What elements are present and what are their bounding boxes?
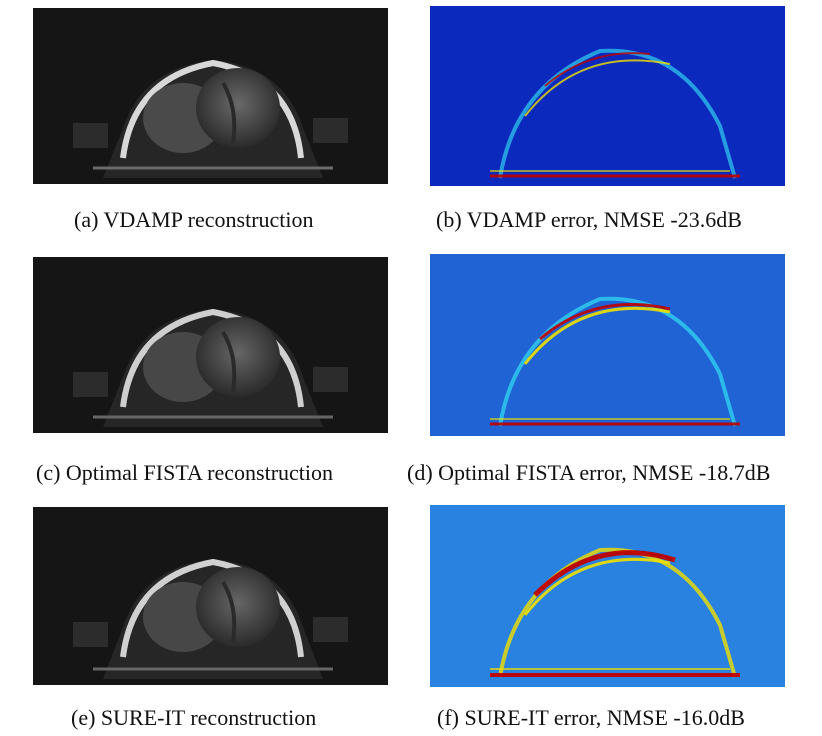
caption-c: (c) Optimal FISTA reconstruction (36, 460, 334, 485)
cardiac-mri-image (33, 8, 388, 184)
error-heatmap (430, 6, 785, 186)
panel-c-optimal-fista-reconstruction-image (33, 257, 388, 433)
panel-b-vdamp-error-map (430, 6, 785, 186)
error-heatmap (430, 505, 785, 687)
panel-f-sure-it-error-map (430, 505, 785, 687)
panel-d-optimal-fista-error-map (430, 254, 785, 436)
caption-f: (f) SURE-IT error, NMSE -16.0dB (437, 705, 745, 730)
cardiac-mri-image (33, 257, 388, 433)
caption-e: (e) SURE-IT reconstruction (71, 705, 317, 730)
error-heatmap (430, 254, 785, 436)
panel-e-sure-it-reconstruction-image (33, 507, 388, 685)
panel-a-vdamp-reconstruction-image (33, 8, 388, 184)
caption-a: (a) VDAMP reconstruction (74, 207, 314, 232)
cardiac-mri-image (33, 507, 388, 685)
caption-d: (d) Optimal FISTA error, NMSE -18.7dB (407, 460, 771, 485)
caption-b: (b) VDAMP error, NMSE -23.6dB (436, 207, 742, 232)
